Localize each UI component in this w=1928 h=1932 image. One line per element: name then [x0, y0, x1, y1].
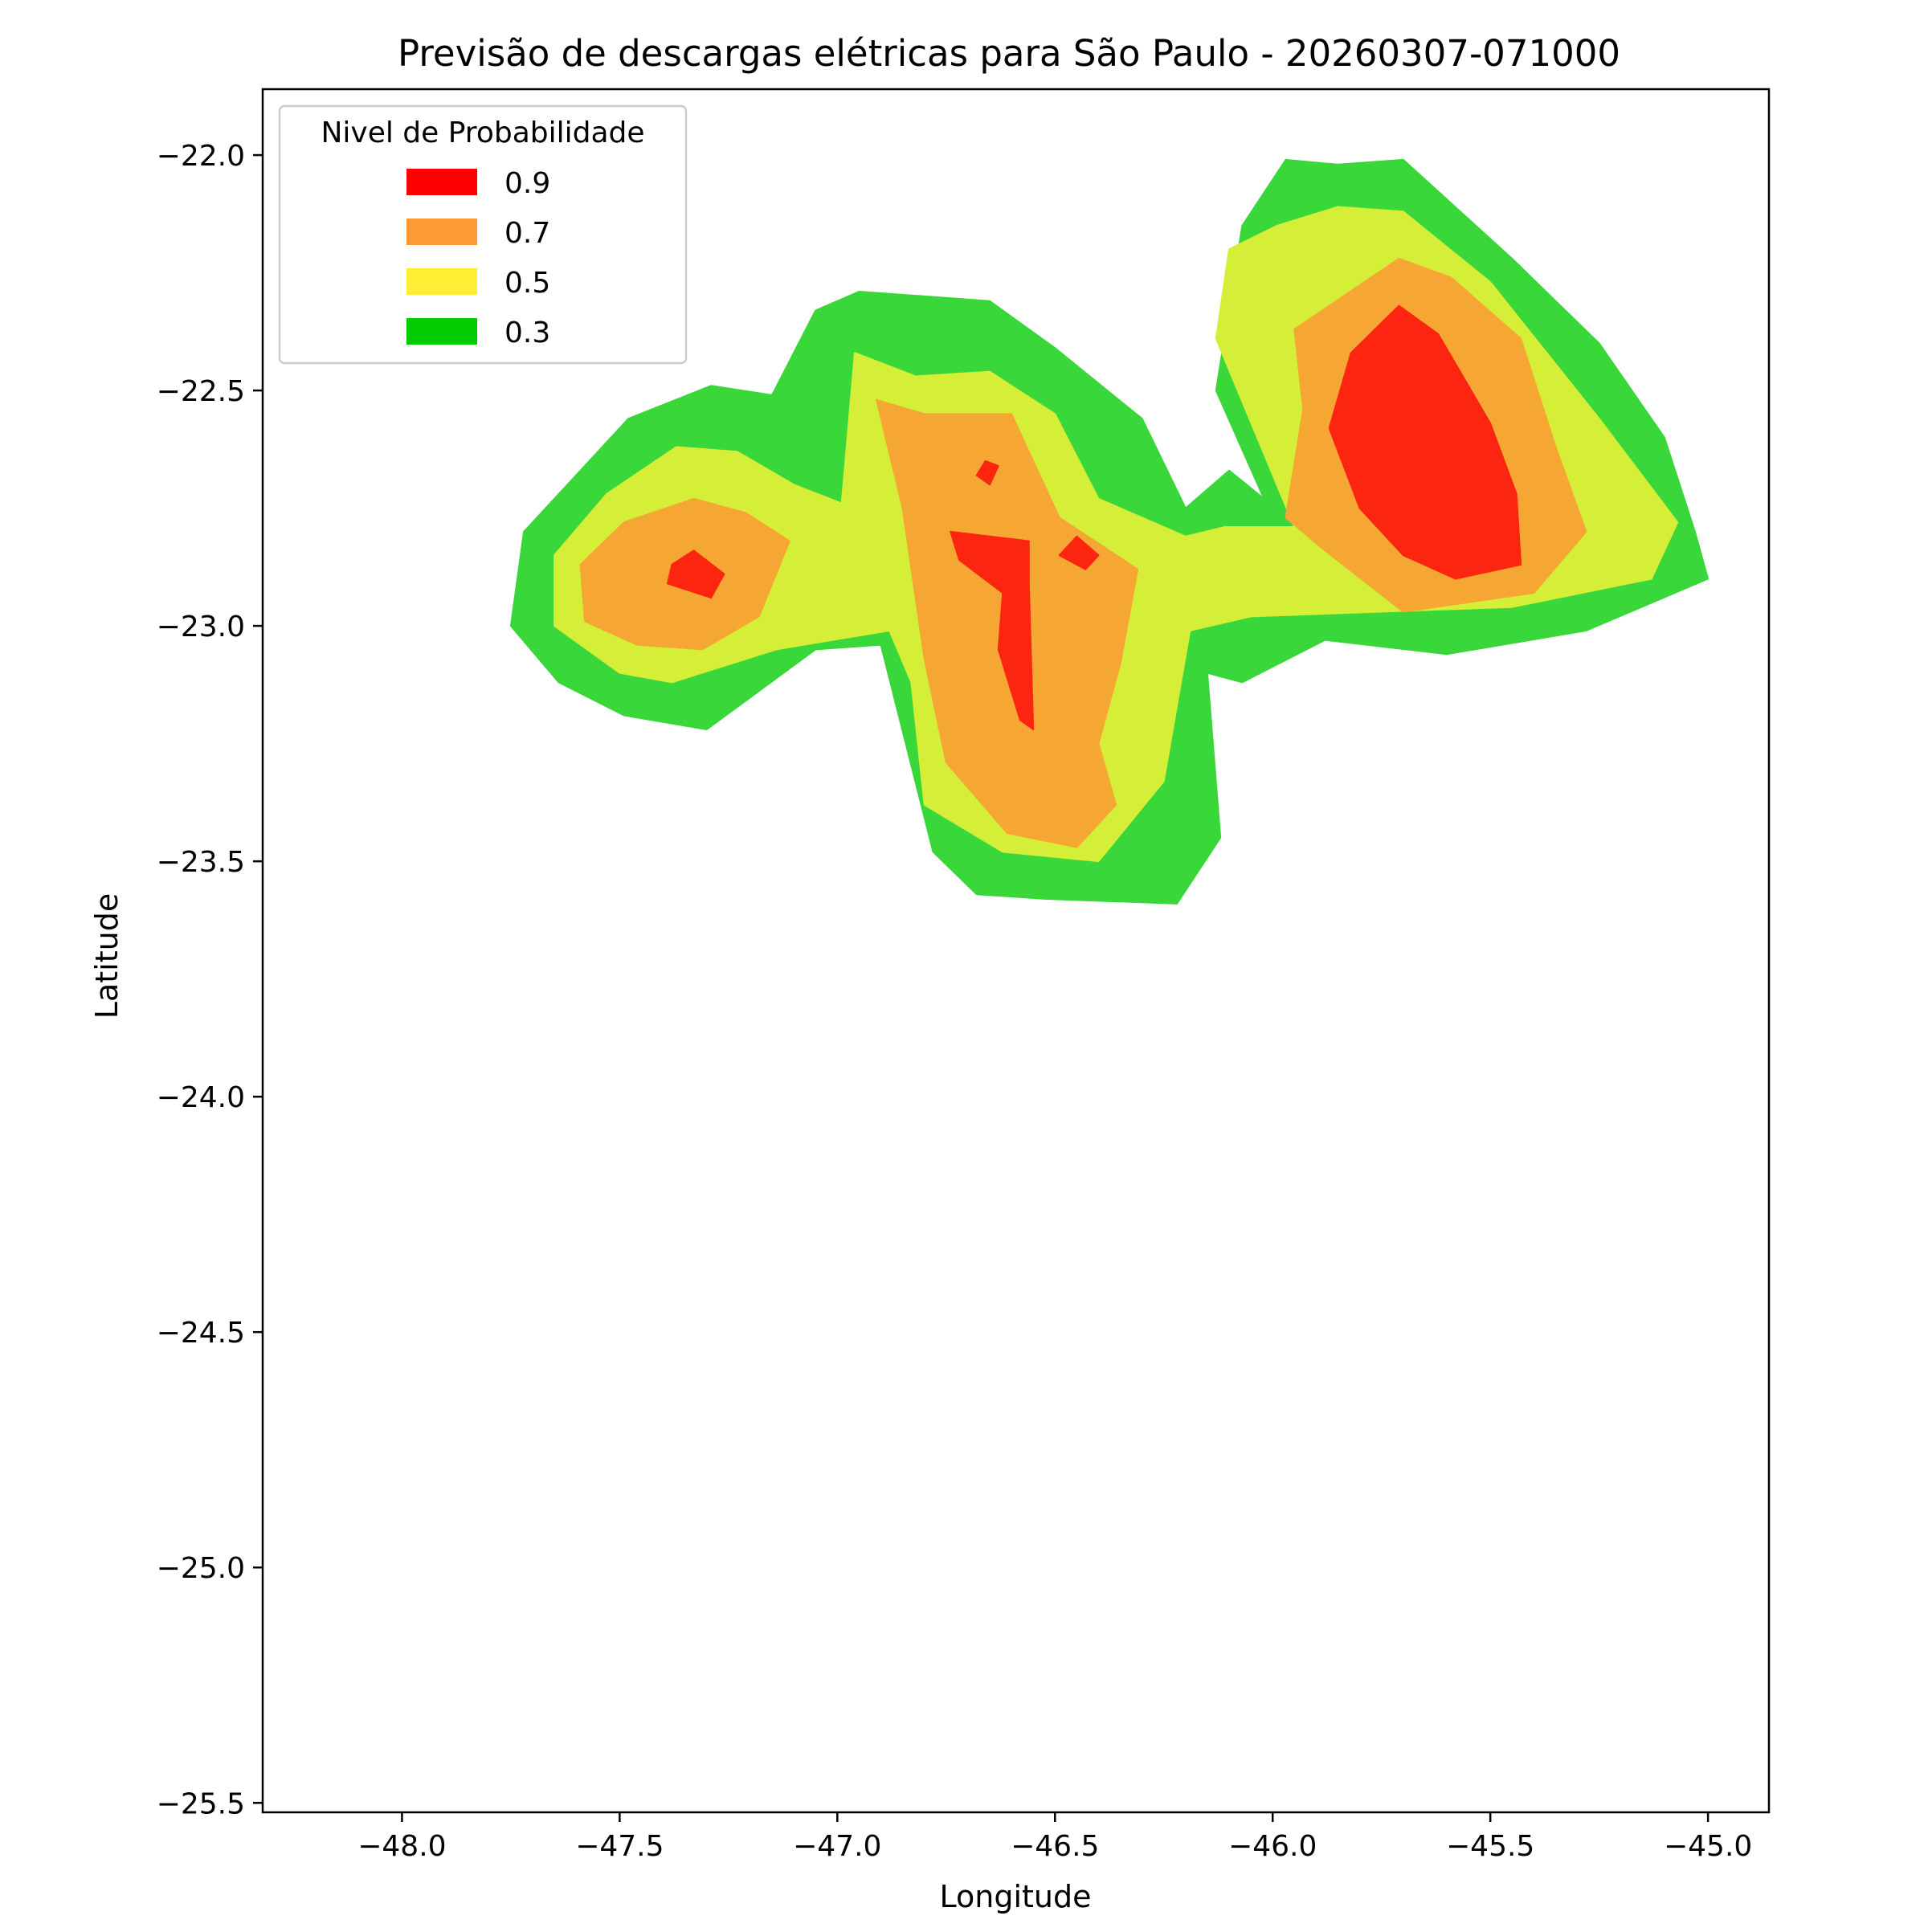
y-tick-label: −25.0: [157, 1552, 245, 1585]
legend[interactable]: Nivel de Probabilidade 0.9 0.7 0.5 0.3: [278, 104, 688, 365]
legend-label: 0.5: [504, 267, 550, 300]
contour-region: [1058, 535, 1100, 570]
x-tick-label: −45.0: [1664, 1830, 1752, 1863]
contour-region: [1328, 304, 1522, 580]
y-tick-label: −22.5: [157, 375, 245, 408]
x-tick-label: −46.0: [1228, 1830, 1317, 1863]
legend-swatch: [406, 318, 477, 345]
legend-label: 0.9: [504, 167, 550, 200]
y-tick-label: −23.0: [157, 611, 245, 643]
chart-title: Previsão de descargas elétricas para São…: [398, 32, 1620, 75]
legend-swatch: [406, 219, 477, 245]
legend-box: [278, 104, 688, 365]
y-axis-label: Latitude: [89, 893, 125, 1019]
x-tick-label: −47.5: [575, 1830, 664, 1863]
contour-region: [950, 530, 1035, 730]
y-tick-label: −23.5: [157, 846, 245, 879]
legend-entries: 0.9 0.7 0.5 0.3: [406, 167, 550, 349]
y-tick-label: −25.5: [157, 1787, 245, 1820]
legend-swatch: [406, 268, 477, 295]
legend-swatch: [406, 169, 477, 195]
x-axis-label: Longitude: [940, 1879, 1092, 1914]
x-tick-label: −45.5: [1446, 1830, 1534, 1863]
y-axis: −22.0 −22.5 −23.0 −23.5 −24.0 −24.5 −25.0 −25.5: [157, 140, 263, 1820]
x-tick-label: −47.0: [793, 1830, 881, 1863]
contour-level-0-9: [667, 304, 1522, 730]
plot-area: [509, 158, 1709, 905]
y-tick-label: −24.0: [157, 1081, 245, 1114]
y-tick-label: −22.0: [157, 140, 245, 173]
legend-label: 0.7: [504, 217, 550, 250]
x-tick-label: −46.5: [1011, 1830, 1099, 1863]
x-axis: −48.0 −47.5 −47.0 −46.5 −46.0 −45.5 −45.0: [357, 1812, 1752, 1863]
x-tick-label: −48.0: [357, 1830, 446, 1863]
legend-title: Nivel de Probabilidade: [321, 116, 644, 149]
legend-label: 0.3: [504, 317, 550, 349]
plot-frame: [261, 88, 1771, 1814]
contour-region: [667, 549, 725, 598]
y-tick-label: −24.5: [157, 1317, 245, 1350]
contour-region: [975, 460, 999, 486]
